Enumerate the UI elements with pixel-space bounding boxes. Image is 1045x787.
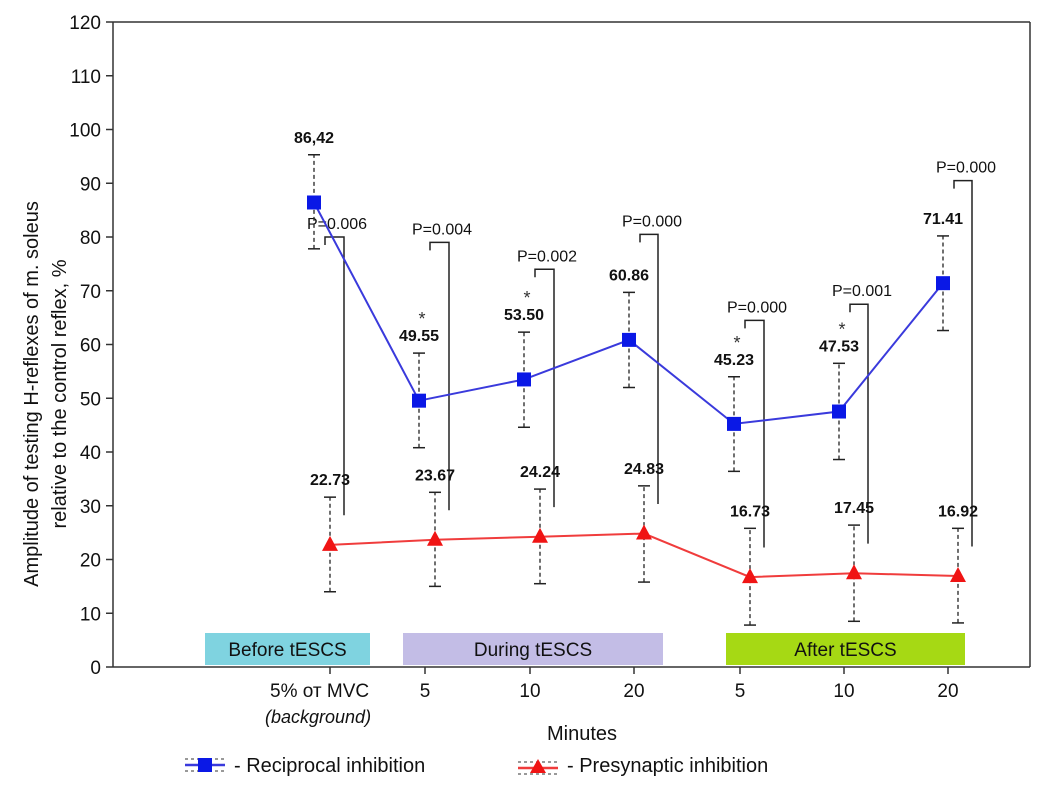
legend-marker-presynaptic — [518, 759, 558, 775]
data-label-s0-2: 53.50 — [504, 307, 544, 324]
data-label-s0-3: 60.86 — [609, 267, 649, 284]
y-tick-label-11: 110 — [71, 67, 101, 88]
p-value-brackets: P=0.006 P=0.004 P=0.002 P=0.000 P=0.000 P=0.0… — [307, 160, 996, 548]
x-tick-label-3: 20 — [623, 681, 644, 702]
p-bracket-0 — [324, 236, 345, 516]
marker-s1-3 — [636, 524, 652, 540]
p-value-label-1: P=0.004 — [412, 221, 472, 238]
y-tick-label-0: 0 — [90, 658, 101, 679]
x-tick-label-1: 5 — [420, 681, 431, 702]
marker-s0-3 — [622, 332, 636, 347]
p-value-label-4: P=0.000 — [727, 299, 787, 316]
legend-label-reciprocal: - Reciprocal inhibition — [234, 755, 425, 777]
y-tick-label-2: 20 — [80, 551, 101, 572]
series-lines — [313, 202, 959, 579]
y-tick-label-9: 90 — [80, 174, 101, 195]
y-tick-label-12: 120 — [69, 13, 101, 34]
y-axis-title-line2: relative to the control reflex, % — [49, 259, 71, 528]
marker-s1-2 — [532, 527, 548, 543]
x-tick-label-4: 5 — [735, 681, 746, 702]
p-value-label-3: P=0.000 — [622, 213, 682, 230]
y-tick-label-4: 40 — [80, 443, 101, 464]
phase-label-1: During tESCS — [474, 640, 592, 661]
y-axis-ticks: 0 10 20 30 40 50 60 70 80 90 100 110 120 — [69, 13, 113, 679]
marker-s1-0 — [322, 535, 338, 551]
y-tick-label-5: 50 — [80, 389, 101, 410]
x-axis-ticks: 5% от MVC (background) 5 10 20 5 10 20 — [265, 667, 959, 727]
phase-bar-2 — [726, 633, 965, 665]
marker-s0-1 — [412, 393, 426, 408]
phase-bar-0 — [205, 633, 370, 665]
data-label-s1-6: 16.92 — [938, 503, 978, 520]
p-value-label-0: P=0.006 — [307, 216, 367, 233]
p-value-label-5: P=0.001 — [832, 283, 892, 300]
y-tick-label-6: 60 — [80, 336, 101, 357]
error-bars — [308, 154, 964, 626]
x-tick-sublabel-0: (background) — [265, 707, 371, 727]
marker-s0-4 — [727, 416, 741, 431]
p-bracket-1 — [429, 241, 450, 511]
x-axis-title: Minutes — [547, 723, 617, 745]
legend: - Reciprocal inhibition - Presynaptic in… — [185, 755, 768, 777]
marker-s1-1 — [427, 530, 443, 546]
data-label-s1-3: 24.83 — [624, 461, 664, 478]
data-label-s1-1: 23.67 — [415, 467, 455, 484]
series-line-0 — [313, 202, 944, 425]
x-tick-label-5: 10 — [833, 681, 854, 702]
y-tick-label-3: 30 — [80, 497, 101, 518]
marker-s1-4 — [742, 568, 758, 584]
p-value-label-6: P=0.000 — [936, 160, 996, 177]
significance-star-4: * — [733, 333, 740, 353]
data-label-s0-5: 47.53 — [819, 338, 859, 355]
p-value-label-2: P=0.002 — [517, 248, 577, 265]
phase-bar-1 — [403, 633, 663, 665]
significance-star-1: * — [418, 309, 425, 329]
legend-marker-reciprocal — [185, 758, 225, 772]
data-label-s1-5: 17.45 — [834, 500, 874, 517]
series-markers — [307, 195, 966, 584]
phase-label-0: Before tESCS — [228, 640, 346, 661]
legend-item-reciprocal: - Reciprocal inhibition — [185, 755, 425, 777]
marker-s1-6 — [950, 567, 966, 583]
y-tick-label-10: 100 — [69, 121, 101, 142]
marker-s0-0 — [307, 195, 321, 210]
p-bracket-5 — [849, 303, 869, 544]
data-label-s0-6: 71.41 — [923, 211, 963, 228]
x-tick-label-6: 20 — [937, 681, 958, 702]
marker-s0-5 — [832, 404, 846, 419]
marker-s0-6 — [936, 276, 950, 291]
marker-s1-5 — [846, 564, 862, 580]
p-bracket-4 — [744, 319, 765, 548]
p-bracket-3 — [639, 233, 659, 504]
legend-item-presynaptic: - Presynaptic inhibition — [518, 755, 768, 777]
x-tick-label-0: 5% от MVC — [270, 681, 369, 702]
y-axis-title-line1: Amplitude of testing H-reflexes of m. so… — [21, 201, 43, 587]
y-tick-label-7: 70 — [80, 282, 101, 303]
p-bracket-2 — [534, 268, 555, 508]
legend-label-presynaptic: - Presynaptic inhibition — [567, 755, 768, 777]
data-label-s0-1: 49.55 — [399, 328, 439, 345]
y-tick-label-8: 80 — [80, 228, 101, 249]
phase-label-2: After tESCS — [794, 640, 896, 661]
marker-s0-2 — [517, 372, 531, 387]
y-tick-label-1: 10 — [80, 604, 101, 625]
data-label-s0-0: 86,42 — [294, 130, 334, 147]
x-tick-label-2: 10 — [519, 681, 540, 702]
data-label-s1-4: 16.73 — [730, 503, 770, 520]
data-label-s0-4: 45.23 — [714, 352, 754, 369]
significance-star-5: * — [838, 319, 845, 339]
data-label-s1-0: 22.73 — [310, 472, 350, 489]
p-bracket-6 — [953, 179, 973, 547]
phase-bars: Before tESCS During tESCS After tESCS — [205, 633, 965, 665]
significance-star-2: * — [523, 288, 530, 308]
data-label-s1-2: 24.24 — [520, 464, 560, 481]
